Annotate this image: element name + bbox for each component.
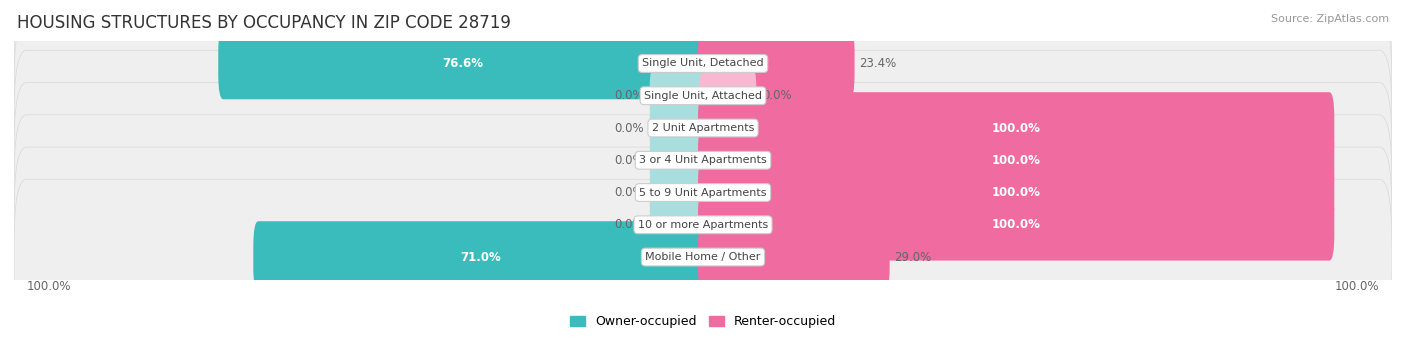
FancyBboxPatch shape xyxy=(14,115,1392,270)
FancyBboxPatch shape xyxy=(253,221,709,293)
Bar xyxy=(14,211,1392,238)
FancyBboxPatch shape xyxy=(650,70,706,122)
Bar xyxy=(14,147,1392,174)
Text: Source: ZipAtlas.com: Source: ZipAtlas.com xyxy=(1271,14,1389,24)
Bar xyxy=(14,83,1392,109)
Text: 0.0%: 0.0% xyxy=(762,89,792,102)
Text: 5 to 9 Unit Apartments: 5 to 9 Unit Apartments xyxy=(640,188,766,197)
FancyBboxPatch shape xyxy=(697,124,1334,196)
Text: 2 Unit Apartments: 2 Unit Apartments xyxy=(652,123,754,133)
FancyBboxPatch shape xyxy=(650,134,706,187)
Text: 100.0%: 100.0% xyxy=(27,280,72,293)
Bar xyxy=(14,50,1392,77)
Text: 3 or 4 Unit Apartments: 3 or 4 Unit Apartments xyxy=(640,155,766,165)
Text: 0.0%: 0.0% xyxy=(614,89,644,102)
Text: 10 or more Apartments: 10 or more Apartments xyxy=(638,220,768,230)
FancyBboxPatch shape xyxy=(697,92,1334,164)
Text: Mobile Home / Other: Mobile Home / Other xyxy=(645,252,761,262)
Bar xyxy=(14,179,1392,206)
FancyBboxPatch shape xyxy=(14,0,1392,141)
FancyBboxPatch shape xyxy=(14,147,1392,302)
Text: Single Unit, Attached: Single Unit, Attached xyxy=(644,91,762,101)
FancyBboxPatch shape xyxy=(650,199,706,251)
FancyBboxPatch shape xyxy=(14,179,1392,335)
Text: HOUSING STRUCTURES BY OCCUPANCY IN ZIP CODE 28719: HOUSING STRUCTURES BY OCCUPANCY IN ZIP C… xyxy=(17,14,510,32)
Text: 100.0%: 100.0% xyxy=(991,186,1040,199)
FancyBboxPatch shape xyxy=(697,157,1334,228)
Text: 100.0%: 100.0% xyxy=(1334,280,1379,293)
Text: Single Unit, Detached: Single Unit, Detached xyxy=(643,59,763,69)
FancyBboxPatch shape xyxy=(697,189,1334,261)
Text: 76.6%: 76.6% xyxy=(443,57,484,70)
Text: 71.0%: 71.0% xyxy=(460,251,501,264)
FancyBboxPatch shape xyxy=(650,166,706,219)
Text: 0.0%: 0.0% xyxy=(614,186,644,199)
Text: 29.0%: 29.0% xyxy=(894,251,931,264)
FancyBboxPatch shape xyxy=(697,28,855,99)
Text: 23.4%: 23.4% xyxy=(859,57,896,70)
Text: 0.0%: 0.0% xyxy=(614,218,644,231)
FancyBboxPatch shape xyxy=(14,18,1392,174)
FancyBboxPatch shape xyxy=(14,50,1392,206)
Bar xyxy=(14,244,1392,270)
Text: 100.0%: 100.0% xyxy=(991,121,1040,134)
Text: 0.0%: 0.0% xyxy=(614,154,644,167)
Text: 100.0%: 100.0% xyxy=(991,218,1040,231)
Text: 0.0%: 0.0% xyxy=(614,121,644,134)
FancyBboxPatch shape xyxy=(697,221,890,293)
FancyBboxPatch shape xyxy=(700,70,756,122)
FancyBboxPatch shape xyxy=(650,102,706,154)
Legend: Owner-occupied, Renter-occupied: Owner-occupied, Renter-occupied xyxy=(565,310,841,333)
Bar xyxy=(14,115,1392,141)
Text: 100.0%: 100.0% xyxy=(991,154,1040,167)
FancyBboxPatch shape xyxy=(218,28,709,99)
FancyBboxPatch shape xyxy=(14,83,1392,238)
